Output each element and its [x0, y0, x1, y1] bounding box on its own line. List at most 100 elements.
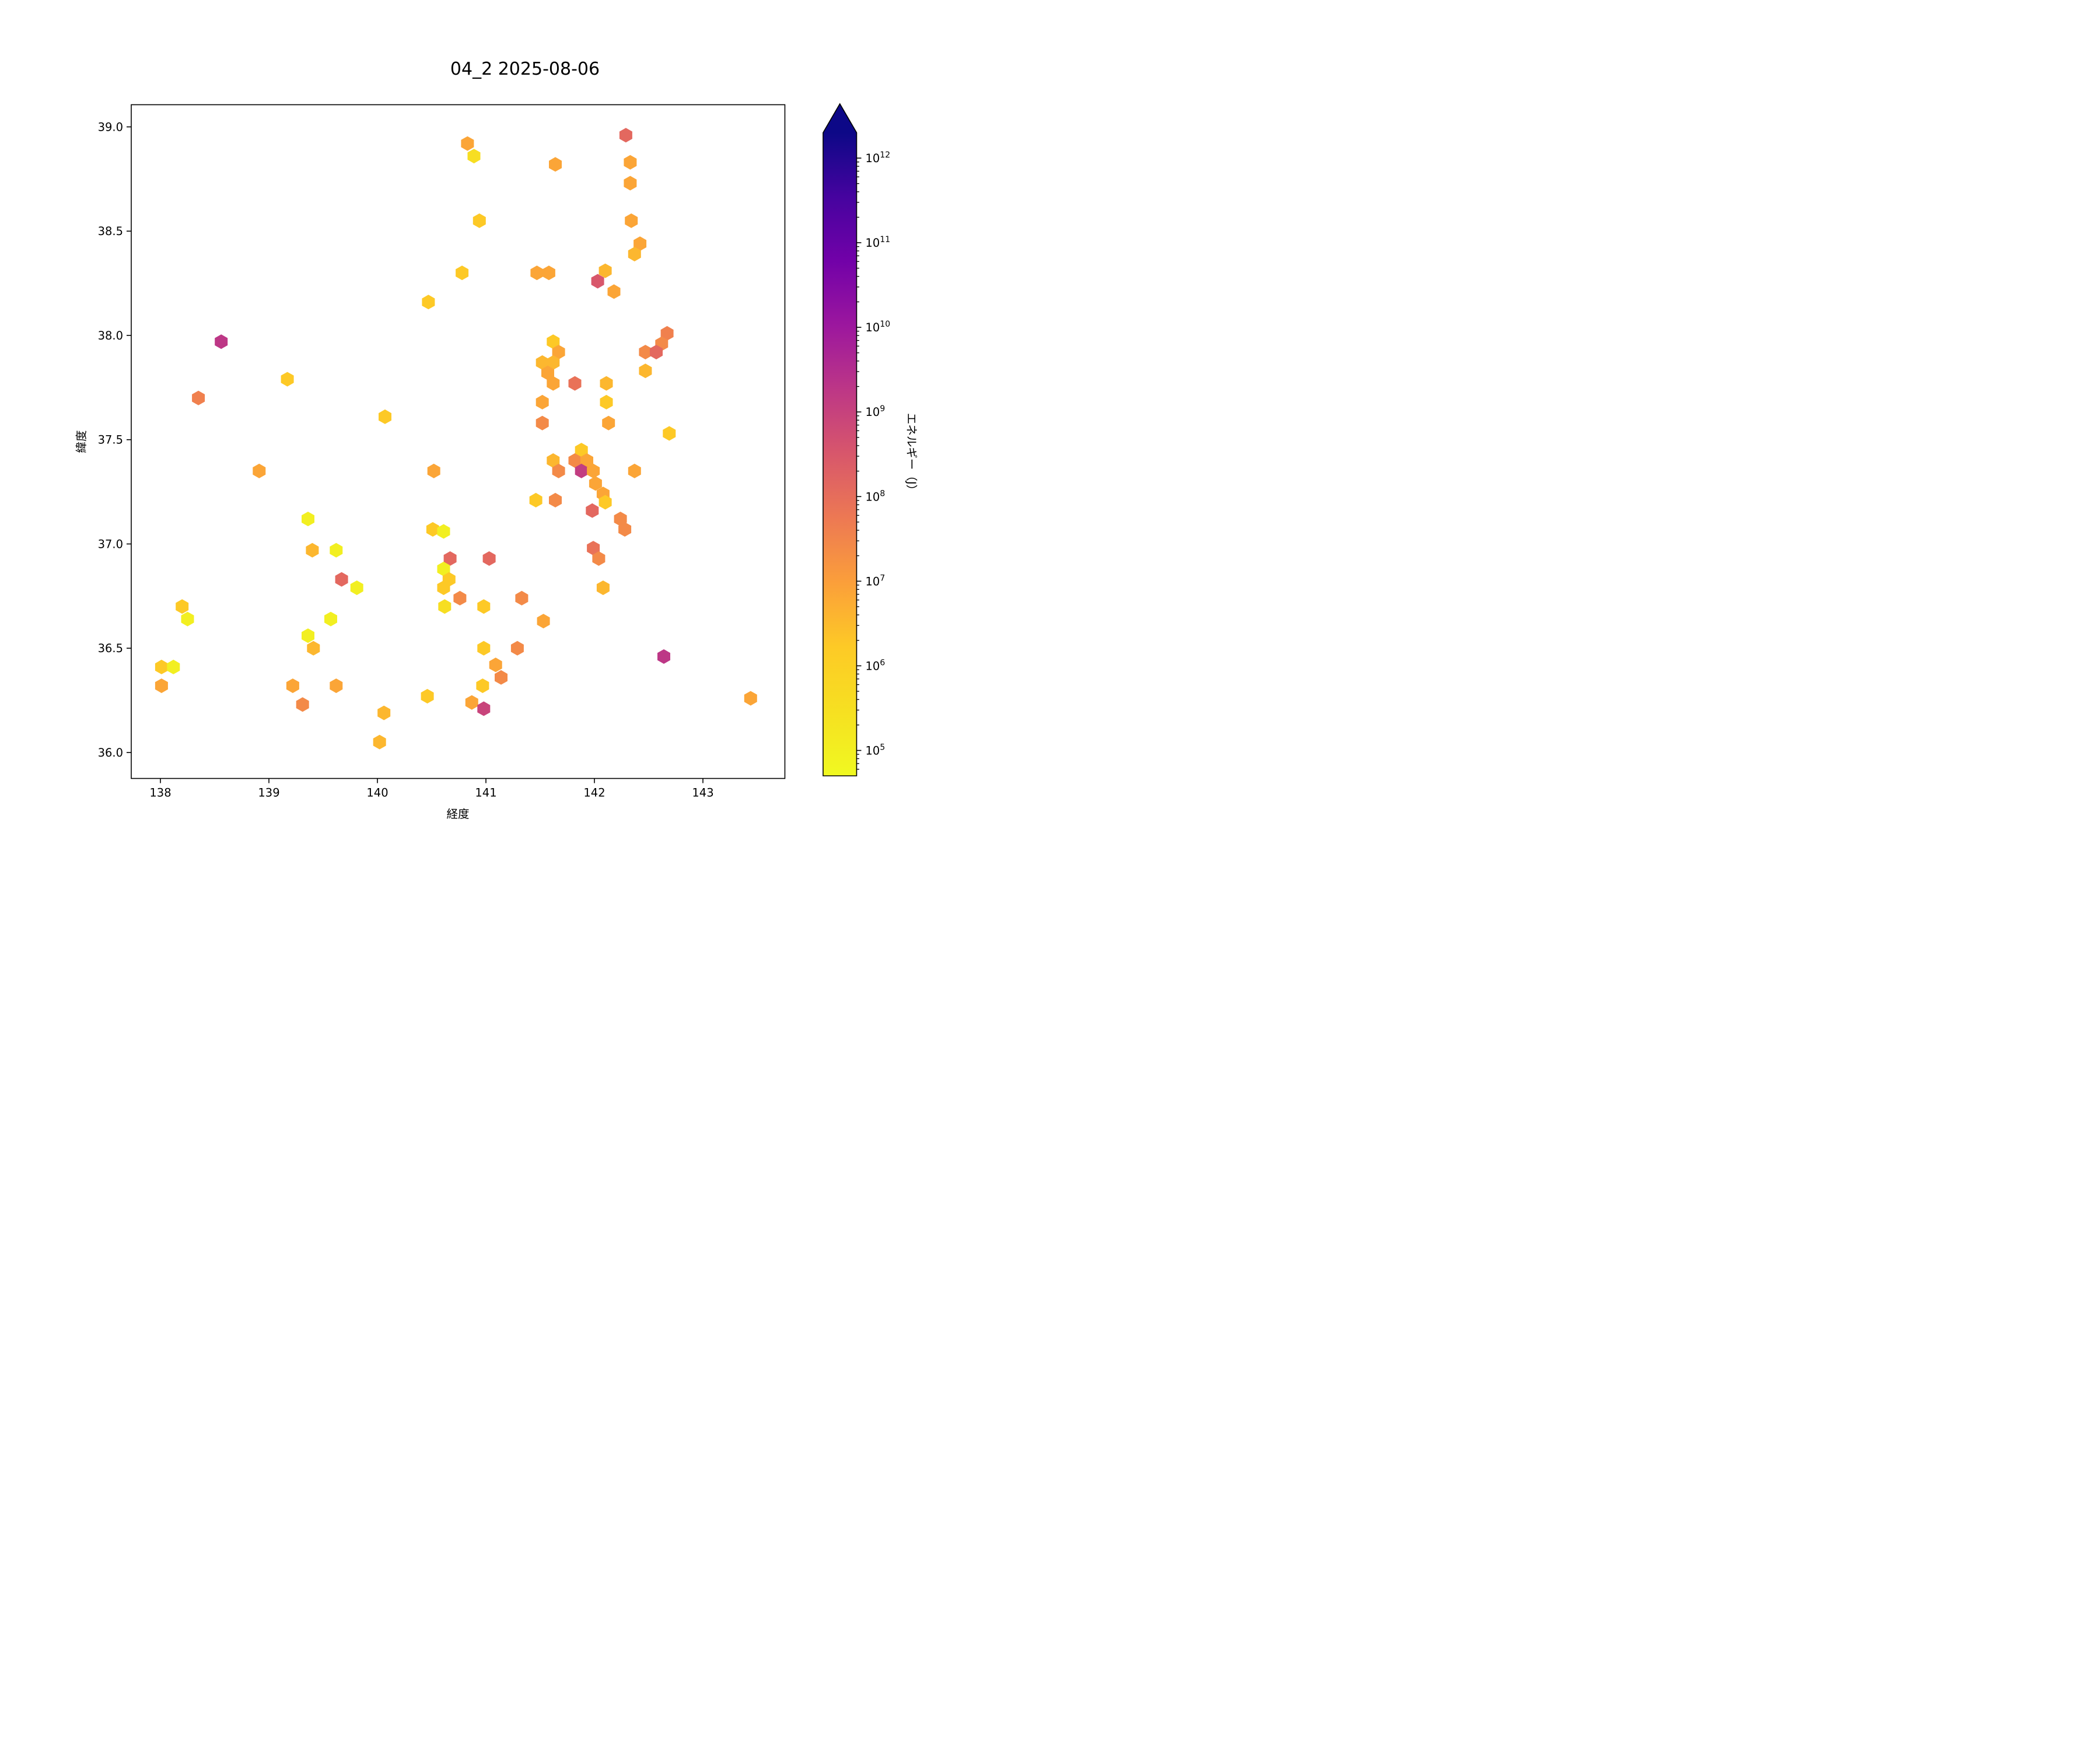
hexbin-cell: [350, 580, 363, 596]
hexbin-cell: [592, 551, 606, 566]
hexbin-cell: [549, 492, 562, 508]
hexbin-cell: [324, 611, 337, 626]
figure: 04_2 2025-08-06 138 139 140 141 142 143 36.0 3…: [0, 0, 1050, 875]
hexbin-cell: [515, 590, 528, 606]
hexbin-cell: [482, 551, 496, 566]
y-tick-label: 38.5: [98, 225, 123, 238]
hexbin-cell: [618, 522, 632, 537]
hexbin-cell: [155, 659, 168, 674]
y-tick-label: 36.0: [98, 746, 123, 760]
hexbin-cell: [619, 128, 632, 143]
colorbar-tick-label: 106: [866, 658, 886, 673]
hexbin-cell: [167, 659, 180, 674]
hexbin-cell: [639, 363, 652, 379]
hexbin-cell: [591, 274, 604, 289]
hexbin-cell: [552, 345, 565, 360]
hexbin-cell: [477, 640, 491, 656]
colorbar: 105 106 107 108 109 1010 1011 1012: [822, 103, 891, 776]
hexbin-cell: [568, 376, 582, 391]
colorbar-gradient: [822, 103, 858, 776]
hexbin-cell: [302, 512, 314, 527]
hexbin-cell: [536, 394, 549, 410]
x-tick-label: 141: [475, 786, 496, 800]
hexbin-cell: [598, 263, 612, 278]
hexbin-cell: [587, 463, 600, 478]
hexbin-cell: [650, 345, 663, 360]
hexbin-cell: [547, 334, 560, 349]
hexbin-cell: [587, 541, 600, 556]
hexbin-cell: [181, 611, 194, 626]
hexbin-cell: [663, 426, 676, 441]
hexbin-cell: [422, 295, 435, 310]
hexbin-cell: [473, 213, 486, 228]
y-axis-ticks: 36.0 36.5 37.0 37.5 38.0 38.5 39.0: [98, 120, 131, 760]
hexbin-cell: [296, 697, 309, 712]
hexbin-cell: [465, 695, 478, 710]
hexbin-cell: [379, 409, 391, 424]
hexbin-cell: [281, 372, 294, 387]
colorbar-tick-label: 109: [866, 404, 886, 419]
x-axis-ticks: 138 139 140 141 142 143: [149, 778, 714, 800]
hexbin-cell: [589, 476, 602, 491]
hexbin-cell: [192, 390, 205, 405]
hexbin-cell: [489, 657, 502, 673]
hexbin-cell: [657, 649, 670, 664]
hexbin-cell: [307, 640, 320, 656]
y-tick-label: 39.0: [98, 120, 123, 134]
hexbin-cell: [552, 463, 565, 478]
hexbin-cell: [426, 522, 439, 537]
x-tick-label: 143: [692, 786, 713, 800]
x-tick-label: 138: [149, 786, 171, 800]
hexbin-layer: [155, 128, 757, 750]
hexbin-cell: [639, 345, 652, 360]
hexbin-cell: [467, 149, 481, 164]
x-tick-label: 140: [366, 786, 388, 800]
colorbar-tick-label: 1012: [866, 150, 891, 165]
hexbin-cell: [437, 580, 450, 596]
colorbar-tick-label: 1011: [866, 235, 891, 250]
hexbin-cell: [624, 176, 637, 191]
hexbin-cell: [476, 678, 489, 694]
hexbin-cell: [568, 453, 582, 468]
hexbin-cell: [600, 394, 613, 410]
hexbin-cell: [495, 670, 508, 685]
hexbin-cell: [625, 213, 638, 228]
x-tick-label: 142: [583, 786, 605, 800]
colorbar-label: エネルギー（J）: [905, 413, 918, 496]
hexbin-cell: [537, 614, 550, 629]
y-tick-label: 38.0: [98, 329, 123, 342]
x-tick-label: 139: [258, 786, 279, 800]
hexbin-cell: [575, 443, 588, 458]
hexbin-cell: [607, 284, 621, 299]
hexbin-cell: [456, 265, 469, 281]
hexbin-cell: [547, 376, 560, 391]
hexbin-cell: [461, 136, 474, 151]
hexbin-cell: [628, 463, 641, 478]
hexbin-cell: [286, 678, 299, 694]
hexbin-cell: [536, 355, 549, 370]
hexbin-cell: [660, 326, 674, 341]
colorbar-tick-label: 1010: [866, 320, 891, 334]
hexbin-cell: [542, 265, 555, 281]
hexbin-cell: [477, 701, 491, 716]
hexbin-cell: [530, 265, 544, 281]
hexbin-cell: [598, 495, 612, 510]
hexbin-cell: [547, 355, 560, 370]
hexbin-cell: [614, 512, 627, 527]
plot-canvas: 04_2 2025-08-06 138 139 140 141 142 143 36.0 3…: [75, 59, 918, 821]
axes-frame: [131, 104, 786, 779]
plot-title: 04_2 2025-08-06: [450, 59, 600, 79]
hexbin-cell: [330, 678, 343, 694]
hexbin-cell: [155, 678, 168, 694]
hexbin-cell: [744, 691, 757, 706]
hexbin-cell: [602, 415, 615, 430]
hexbin-cell: [541, 365, 554, 380]
hexbin-cell: [377, 705, 391, 720]
hexbin-cell: [335, 572, 348, 587]
colorbar-tick-label: 105: [866, 743, 886, 757]
hexbin-cell: [330, 542, 343, 558]
y-tick-label: 37.0: [98, 537, 123, 551]
hexbin-cell: [437, 524, 450, 539]
hexbin-cell: [215, 334, 228, 349]
hexbin-cell: [628, 247, 641, 262]
